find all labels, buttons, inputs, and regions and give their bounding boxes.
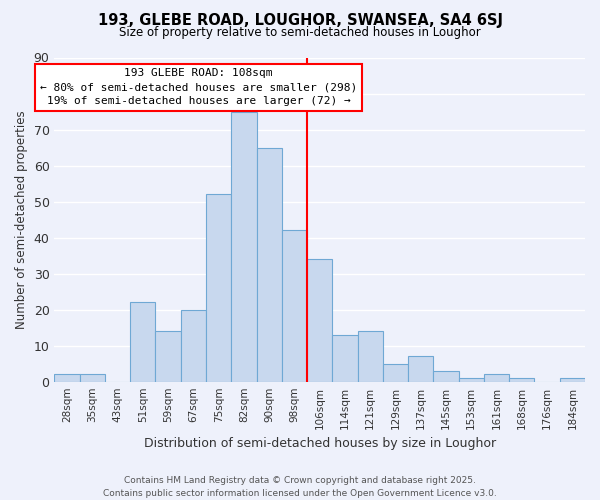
Text: Size of property relative to semi-detached houses in Loughor: Size of property relative to semi-detach… [119,26,481,39]
Bar [130,302,155,382]
Bar [282,230,307,382]
Bar [231,112,257,382]
Bar [408,356,433,382]
Bar [257,148,282,382]
Bar [458,378,484,382]
Text: 193, GLEBE ROAD, LOUGHOR, SWANSEA, SA4 6SJ: 193, GLEBE ROAD, LOUGHOR, SWANSEA, SA4 6… [97,12,503,28]
Bar [383,364,408,382]
Bar [332,335,358,382]
Bar [560,378,585,382]
Bar [509,378,535,382]
Bar [80,374,105,382]
Bar [155,332,181,382]
Y-axis label: Number of semi-detached properties: Number of semi-detached properties [15,110,28,329]
Text: Contains HM Land Registry data © Crown copyright and database right 2025.
Contai: Contains HM Land Registry data © Crown c… [103,476,497,498]
Bar [307,259,332,382]
Bar [433,371,458,382]
Text: 193 GLEBE ROAD: 108sqm
← 80% of semi-detached houses are smaller (298)
19% of se: 193 GLEBE ROAD: 108sqm ← 80% of semi-det… [40,68,357,106]
Bar [55,374,80,382]
Bar [358,332,383,382]
Bar [181,310,206,382]
Bar [484,374,509,382]
Bar [206,194,231,382]
X-axis label: Distribution of semi-detached houses by size in Loughor: Distribution of semi-detached houses by … [143,437,496,450]
